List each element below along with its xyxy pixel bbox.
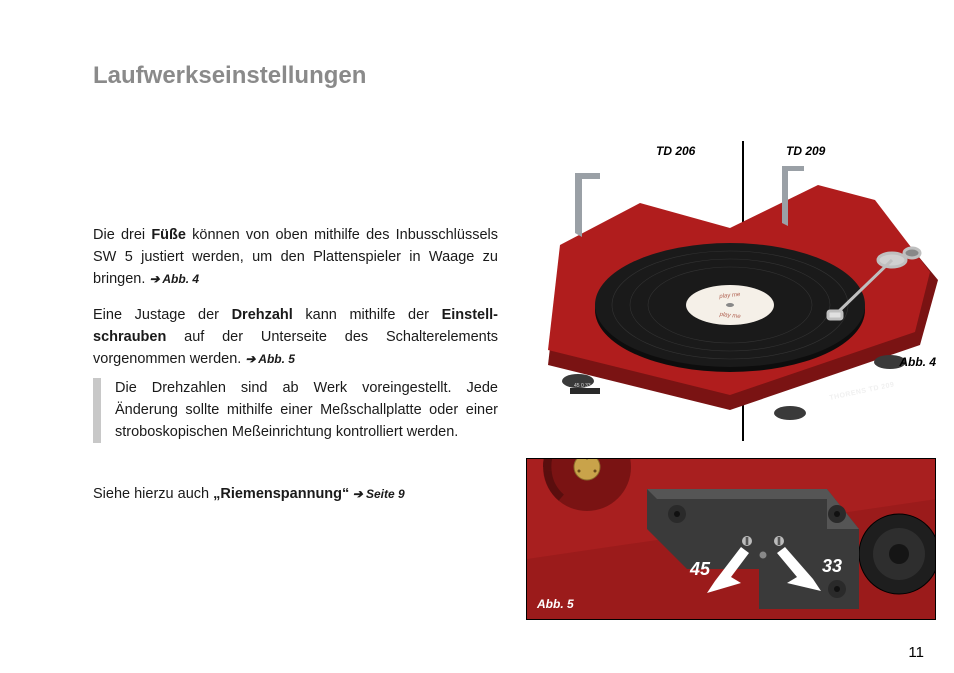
note-text: Die Drehzahlen sind ab Werk voreingestel… xyxy=(115,378,498,443)
text: Eine Justage der xyxy=(93,307,232,323)
label-td206: TD 206 xyxy=(656,144,695,158)
speed-45-label: 45 xyxy=(690,559,710,580)
page-title: Laufwerkseinstellungen xyxy=(93,62,366,90)
note-bar xyxy=(93,378,101,443)
label-abb4: Abb. 4 xyxy=(899,355,936,369)
svg-text:45 0 33: 45 0 33 xyxy=(574,383,591,389)
note-block: Die Drehzahlen sind ab Werk voreingestel… xyxy=(93,378,498,443)
figure-4: play me play me 45 0 33 THORENS TD 209 xyxy=(520,165,940,445)
turntable-svg: play me play me 45 0 33 THORENS TD 209 xyxy=(520,165,940,445)
bold-fuesse: Füße xyxy=(151,227,186,243)
figure-5: 45 33 Abb. 5 xyxy=(526,458,936,620)
underside-svg xyxy=(527,459,936,620)
text: Die drei xyxy=(93,227,151,243)
svg-text:THORENS TD 209: THORENS TD 209 xyxy=(829,381,895,402)
bold-riemenspannung: „Riemenspannung“ xyxy=(213,486,349,502)
text: Siehe hierzu auch xyxy=(93,486,213,502)
text: kann mithilfe der xyxy=(293,307,442,323)
bold-drehzahl: Drehzahl xyxy=(232,307,293,323)
paragraph-speed: Eine Justage der Drehzahl kann mithilfe … xyxy=(93,305,498,370)
label-abb5: Abb. 5 xyxy=(537,597,574,611)
paragraph-seealso: Siehe hierzu auch „Riemenspannung“ ➔ Sei… xyxy=(93,484,498,506)
page-number: 11 xyxy=(908,644,924,661)
label-td209: TD 209 xyxy=(786,144,825,158)
ref-page9: ➔ Seite 9 xyxy=(349,487,404,501)
speed-33-label: 33 xyxy=(822,556,842,577)
ref-abb4: ➔ Abb. 4 xyxy=(149,272,199,286)
ref-abb5: ➔ Abb. 5 xyxy=(245,352,295,366)
paragraph-feet: Die drei Füße können von oben mithilfe d… xyxy=(93,225,498,290)
